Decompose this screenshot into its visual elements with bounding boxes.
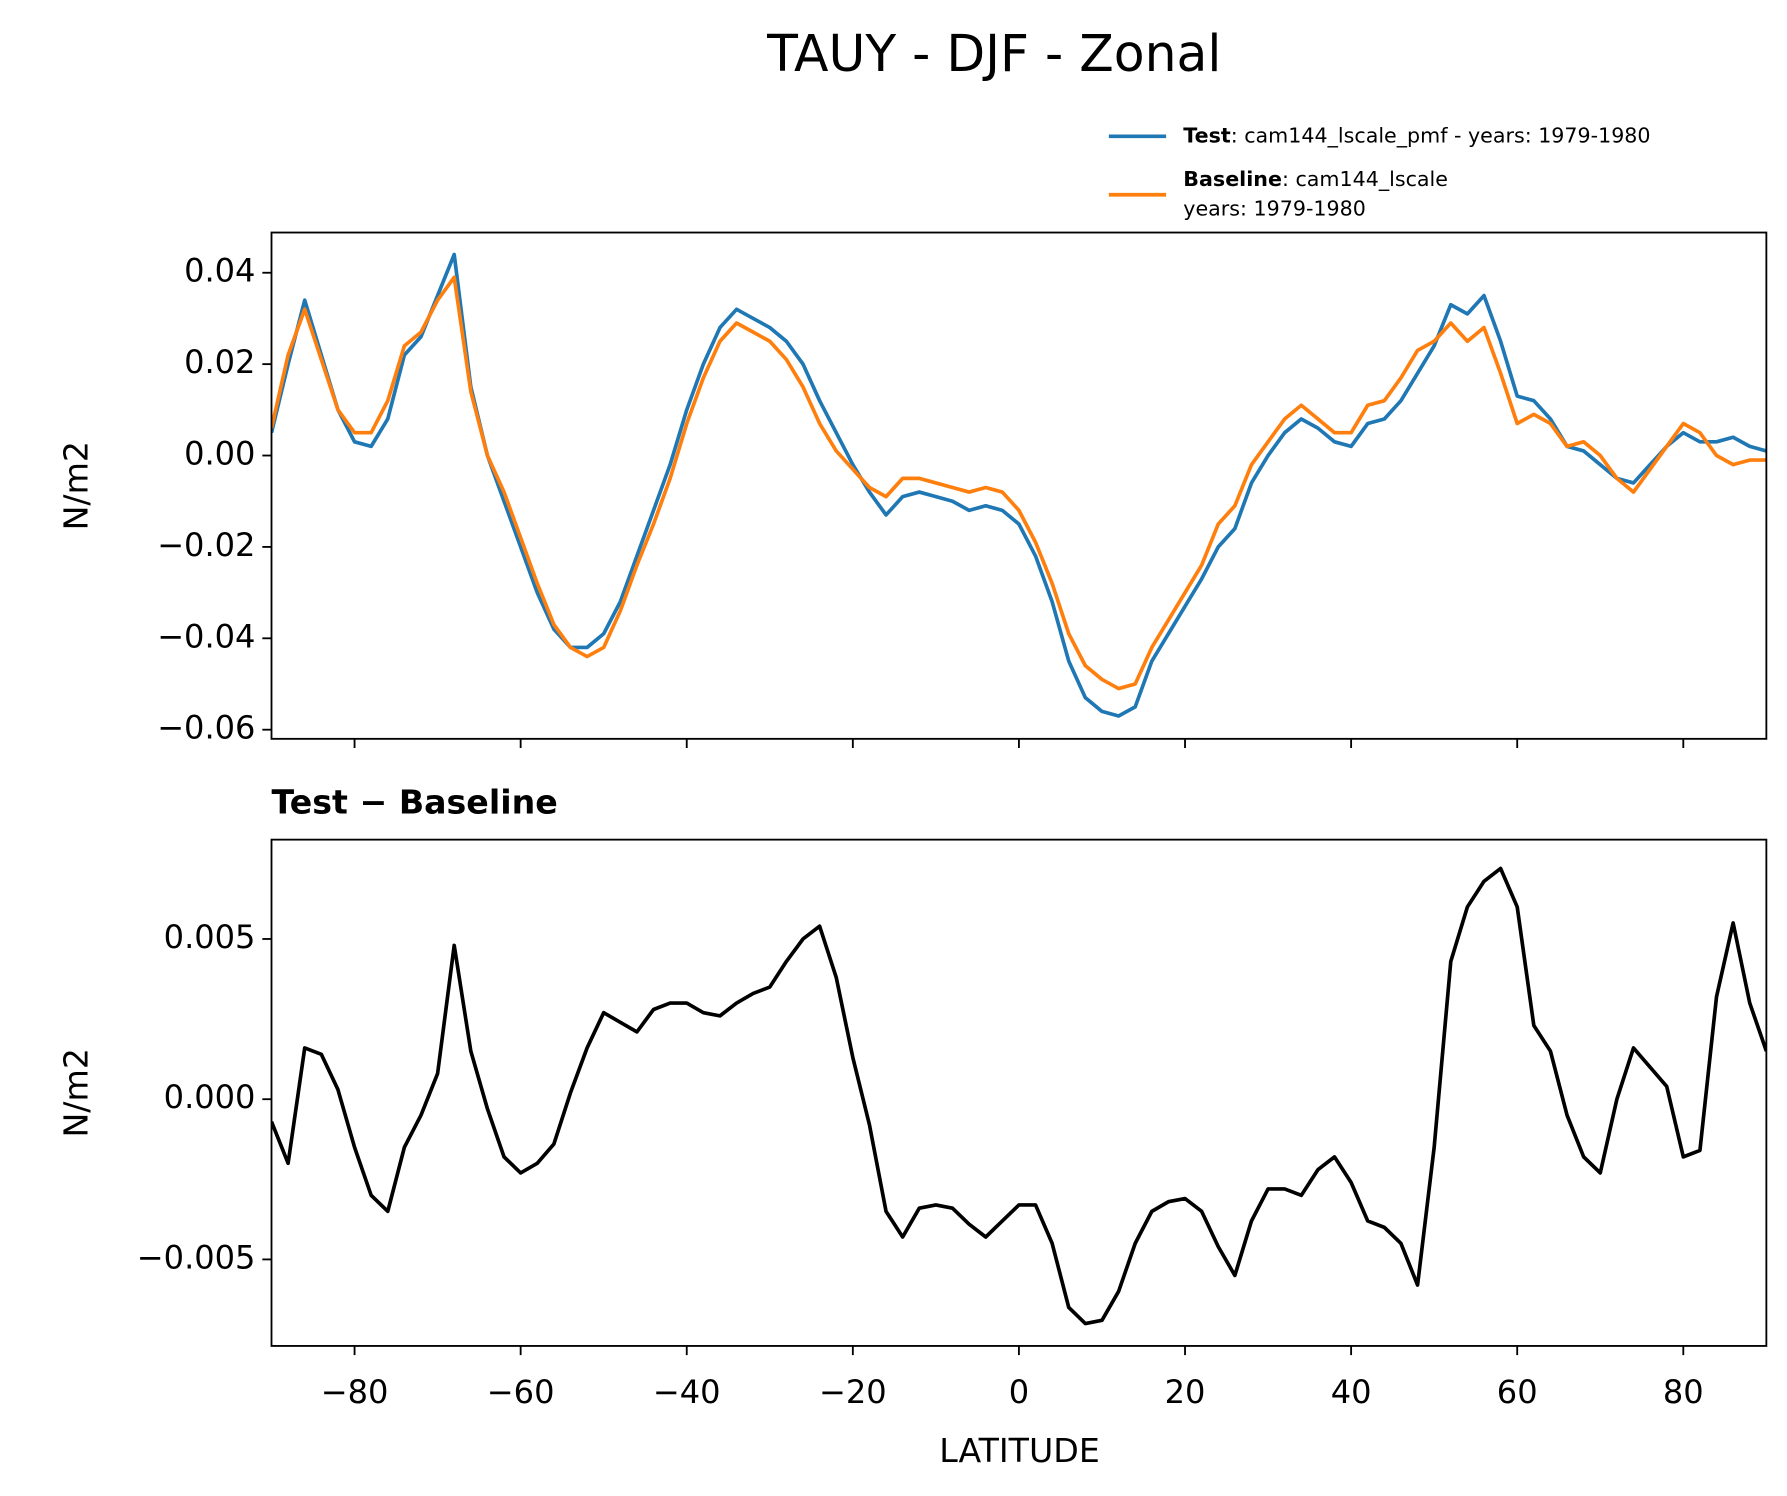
data-line bbox=[271, 866, 1767, 1326]
x-tick-label: 80 bbox=[1663, 1373, 1704, 1411]
y-axis-label: N/m2 bbox=[56, 441, 95, 530]
legend-name: Test bbox=[1183, 123, 1231, 147]
y-tick-label: −0.005 bbox=[137, 1238, 256, 1276]
x-tick-label: −20 bbox=[819, 1373, 887, 1411]
legend-name: Baseline bbox=[1183, 167, 1282, 191]
x-tick-label: −60 bbox=[487, 1373, 555, 1411]
x-tick-label: 20 bbox=[1165, 1373, 1206, 1411]
legend-label: Baseline: cam144_lscale bbox=[1183, 167, 1448, 192]
legend-description: : cam144_lscale bbox=[1282, 167, 1448, 192]
x-tick-label: −40 bbox=[653, 1373, 721, 1411]
figure-title: TAUY - DJF - Zonal bbox=[766, 24, 1221, 83]
y-axis-label: N/m2 bbox=[56, 1048, 95, 1138]
x-tick-label: −80 bbox=[321, 1373, 389, 1411]
x-tick-label: 0 bbox=[1009, 1373, 1029, 1411]
axes-frame bbox=[270, 231, 1768, 740]
y-tick-label: −0.06 bbox=[157, 709, 255, 747]
axes-frame bbox=[270, 838, 1768, 1347]
legend-description: : cam144_lscale_pmf - years: 1979-1980 bbox=[1231, 123, 1651, 148]
x-tick-label: 60 bbox=[1497, 1373, 1538, 1411]
y-tick-label: 0.00 bbox=[184, 435, 255, 473]
y-tick-label: 0.005 bbox=[164, 918, 256, 956]
data-line bbox=[271, 252, 1767, 718]
legend-description: years: 1979-1980 bbox=[1183, 197, 1366, 221]
y-tick-label: 0.02 bbox=[184, 343, 255, 381]
x-tick-label: 40 bbox=[1331, 1373, 1372, 1411]
y-tick-label: −0.04 bbox=[157, 617, 255, 655]
y-tick-label: 0.04 bbox=[184, 252, 255, 290]
y-tick-label: 0.000 bbox=[164, 1078, 256, 1116]
y-tick-label: −0.02 bbox=[157, 526, 255, 564]
legend-label: Test: cam144_lscale_pmf - years: 1979-19… bbox=[1183, 123, 1650, 148]
subplot-title: Test − Baseline bbox=[272, 783, 558, 822]
data-line bbox=[271, 275, 1767, 691]
x-axis-label: LATITUDE bbox=[939, 1431, 1100, 1470]
